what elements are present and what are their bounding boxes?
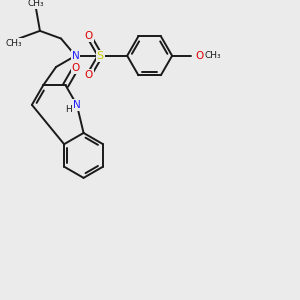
Text: O: O [195,51,203,61]
Text: N: N [73,100,81,110]
Text: CH₃: CH₃ [6,39,22,48]
Text: O: O [85,70,93,80]
Text: H: H [65,105,71,114]
Text: CH₃: CH₃ [205,51,221,60]
Text: CH₃: CH₃ [28,0,44,8]
Text: O: O [85,31,93,41]
Text: O: O [72,63,80,73]
Text: N: N [72,51,80,61]
Text: S: S [97,51,104,61]
